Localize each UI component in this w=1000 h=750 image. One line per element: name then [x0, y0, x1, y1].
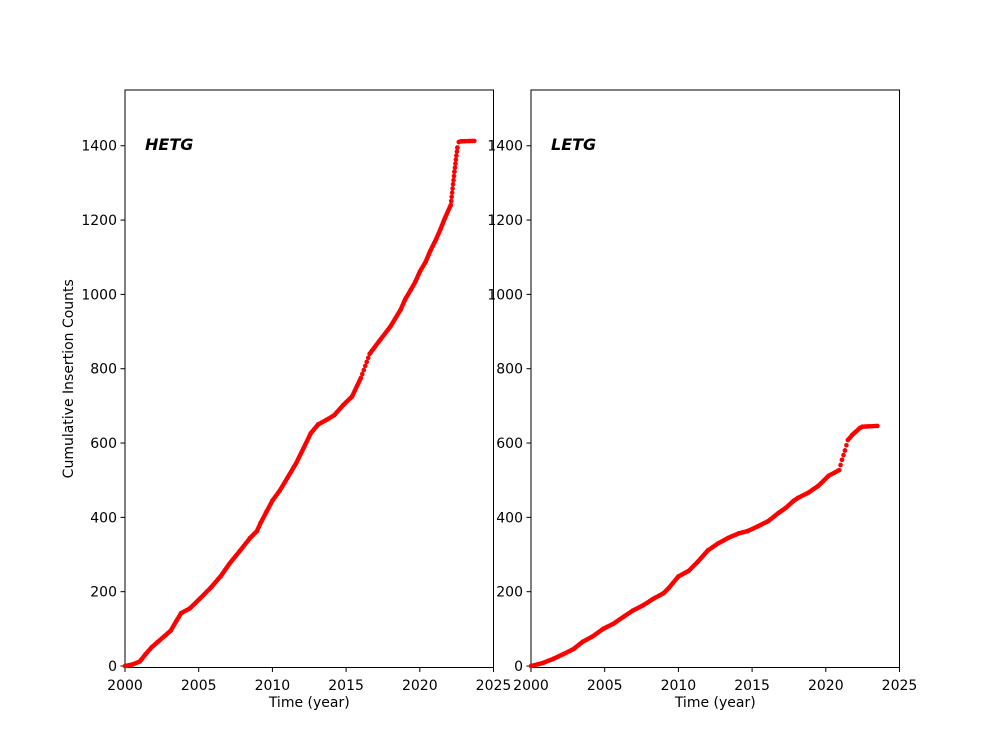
- letg-plot: 2000 2005 2010 2015 2020 2025 0 200 400 600 800 100…: [487, 89, 918, 711]
- data-point: [452, 165, 458, 171]
- letg-annotation: LETG: [551, 135, 596, 154]
- data-point: [451, 173, 457, 179]
- data-point: [472, 138, 477, 144]
- x-tick-label: 2015: [328, 678, 364, 694]
- data-point: [839, 457, 845, 463]
- y-tick-label: 600: [90, 436, 117, 452]
- x-tick-label: 2005: [181, 678, 217, 694]
- x-tick-label: 2025: [476, 678, 512, 694]
- data-point: [453, 161, 458, 167]
- data-point: [361, 367, 367, 373]
- y-tick-label: 1000: [81, 287, 117, 303]
- data-point: [365, 355, 371, 361]
- x-tick-label: 2010: [661, 678, 697, 694]
- x-axis-label: Time (year): [268, 695, 350, 711]
- data-point: [448, 198, 454, 204]
- y-axis-label: Cumulative Insertion Counts: [61, 279, 77, 478]
- data-point: [454, 149, 460, 154]
- letg-scatter-series: [528, 423, 880, 669]
- y-tick-label: 1200: [81, 213, 117, 229]
- data-point: [364, 359, 370, 365]
- data-point: [841, 452, 846, 458]
- data-point: [875, 423, 880, 429]
- x-tick-label: 2025: [882, 678, 918, 694]
- hetg-plot-frame: [124, 89, 494, 668]
- x-tick-label: 2020: [402, 678, 438, 694]
- data-point: [362, 363, 368, 369]
- x-tick-label: 2000: [513, 678, 549, 694]
- y-tick-label: 1000: [487, 287, 523, 303]
- data-point: [360, 371, 365, 377]
- hetg-scatter-series: [122, 138, 477, 669]
- data-point: [451, 177, 456, 183]
- y-tick-label: 800: [90, 362, 117, 378]
- y-tick-label: 1200: [487, 213, 523, 229]
- x-tick-label: 2015: [734, 678, 770, 694]
- y-tick-label: 0: [108, 659, 117, 675]
- x-tick-label: 2020: [808, 678, 844, 694]
- y-tick-label: 800: [496, 362, 523, 378]
- y-tick-label: 400: [90, 510, 117, 526]
- y-tick-label: 200: [90, 585, 117, 601]
- data-point: [358, 375, 364, 381]
- y-tick-label: 200: [496, 585, 523, 601]
- x-tick-label: 2005: [587, 678, 623, 694]
- hetg-annotation: HETG: [145, 135, 193, 154]
- data-point: [838, 462, 843, 468]
- data-point: [452, 169, 457, 175]
- x-axis-label: Time (year): [674, 695, 756, 711]
- data-point: [454, 153, 459, 158]
- data-point: [448, 202, 454, 208]
- y-tick-label: 1400: [81, 139, 117, 155]
- data-point: [836, 467, 842, 473]
- x-tick-label: 2000: [107, 678, 143, 694]
- y-tick-label: 1400: [487, 139, 523, 155]
- letg-plot-frame: [530, 89, 900, 668]
- x-tick-label: 2010: [255, 678, 291, 694]
- data-point: [449, 194, 454, 200]
- data-point: [449, 190, 455, 195]
- hetg-plot: 2000 2005 2010 2015 2020 2025 0 200 400 600 800 100…: [61, 89, 512, 711]
- y-tick-label: 0: [514, 659, 523, 675]
- data-point: [842, 448, 848, 453]
- data-point: [455, 145, 460, 150]
- y-tick-label: 600: [496, 436, 523, 452]
- y-tick-label: 400: [496, 510, 523, 526]
- data-point: [844, 442, 849, 448]
- data-point: [450, 186, 455, 191]
- data-point: [450, 182, 456, 187]
- data-point: [453, 157, 459, 162]
